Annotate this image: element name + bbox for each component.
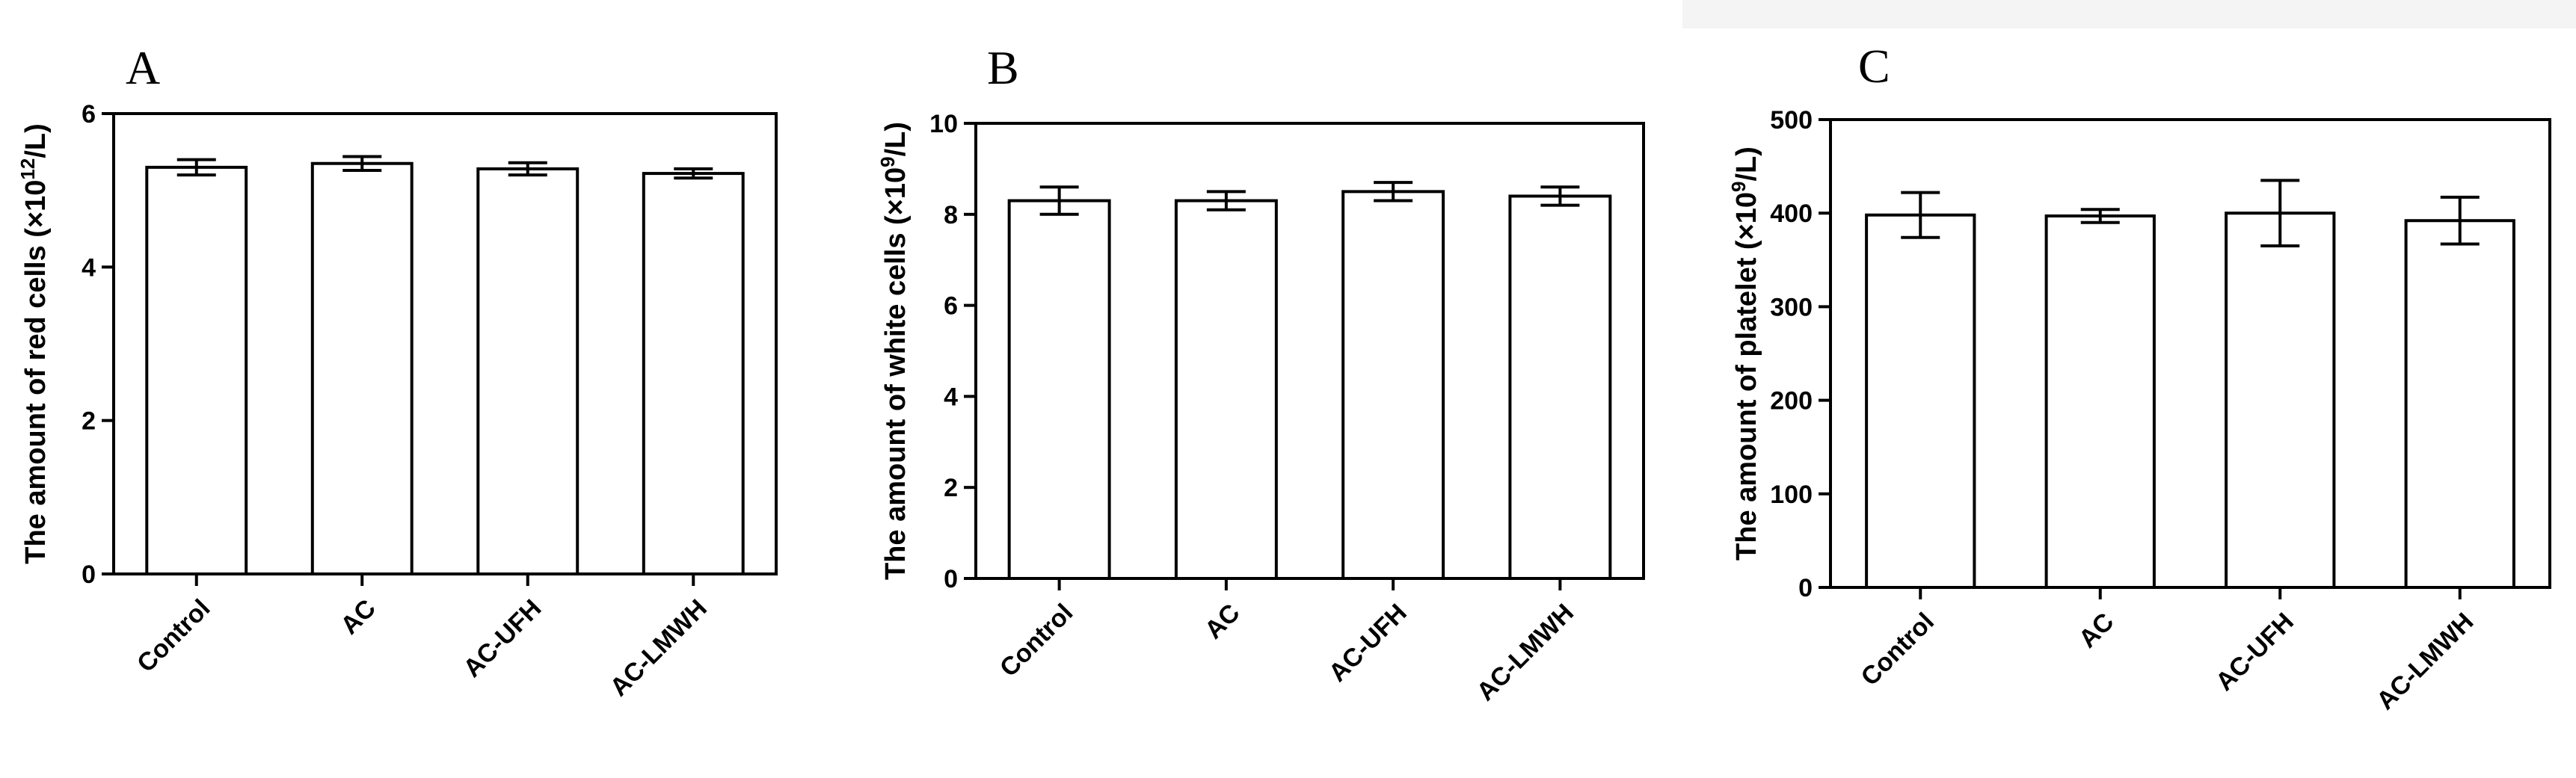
y-tick-label: 200 xyxy=(1770,387,1813,416)
y-tick-label: 8 xyxy=(944,201,958,229)
bar-ac xyxy=(1174,199,1278,580)
y-tick-label: 500 xyxy=(1770,106,1813,135)
x-category-label: Control xyxy=(995,599,1078,682)
y-axis-title-unit: /L) xyxy=(20,123,52,158)
y-tick-label: 10 xyxy=(929,110,958,138)
x-category-label: Control xyxy=(132,594,215,678)
bar-ac-lmwh xyxy=(2404,219,2515,589)
y-axis-title: The amount of red cells (×1012/L) xyxy=(16,123,52,564)
y-axis-title-main: The amount of platelet (×10 xyxy=(1731,192,1762,561)
bar-ac-lmwh xyxy=(642,172,745,575)
x-category-label: AC xyxy=(2074,608,2120,654)
y-axis-title-unit: /L) xyxy=(880,122,912,156)
y-tick-label: 0 xyxy=(944,565,958,593)
x-category-label: AC-UFH xyxy=(2210,608,2299,697)
y-tick-label: 6 xyxy=(944,292,958,321)
top-background-band xyxy=(1682,0,2576,28)
x-category-label: AC-LMWH xyxy=(2371,608,2479,715)
y-axis-title-main: The amount of white cells (×10 xyxy=(880,167,912,580)
x-category-label: AC-LMWH xyxy=(1472,599,1579,706)
bar-control xyxy=(1007,199,1111,580)
chart-panel-b: B 0 2 4 6 8 10 The amount of white cells (×109/… xyxy=(876,41,1645,706)
y-axis-title-superscript: 9 xyxy=(876,156,899,167)
y-tick-label: 0 xyxy=(1798,574,1813,602)
y-axis-title-superscript: 9 xyxy=(1727,181,1750,191)
y-axis-title: The amount of platelet (×109/L) xyxy=(1727,146,1762,561)
y-tick-label: 4 xyxy=(944,383,958,411)
x-category-label: Control xyxy=(1856,608,1940,691)
y-tick-label: 4 xyxy=(82,253,96,282)
y-tick-label: 6 xyxy=(82,100,96,129)
plot-frame xyxy=(974,122,1645,580)
panel-letter: C xyxy=(1858,40,1890,93)
panel-letter: A xyxy=(126,41,160,94)
bar-control xyxy=(1865,213,1976,589)
y-axis-title-main: The amount of red cells (×10 xyxy=(20,180,52,564)
x-category-label: AC xyxy=(1199,599,1246,645)
y-tick-label: 2 xyxy=(82,407,96,436)
bar-ac-lmwh xyxy=(1508,194,1612,580)
y-axis-title: The amount of white cells (×109/L) xyxy=(876,122,912,580)
x-category-label: AC-LMWH xyxy=(605,594,713,702)
y-tick-label: 400 xyxy=(1770,200,1813,228)
bar-ac xyxy=(310,161,414,575)
plot-frame xyxy=(1829,118,2551,589)
panel-letter: B xyxy=(987,41,1019,94)
bar-ac-ufh xyxy=(2225,212,2336,589)
plot-frame xyxy=(112,112,778,575)
x-category-label: AC xyxy=(335,594,381,640)
chart-panel-a: A 0 2 4 6 The amount of red cells (×1012/L) Co… xyxy=(16,41,778,702)
chart-panel-c: C 0 100 200 300 400 500 The amount of platelet … xyxy=(1727,40,2551,715)
x-category-label: AC-UFH xyxy=(1324,599,1413,688)
y-tick-label: 100 xyxy=(1770,481,1813,509)
bar-ac-ufh xyxy=(476,167,580,576)
x-category-label: AC-UFH xyxy=(458,594,547,683)
y-axis-title-unit: /L) xyxy=(1731,146,1762,181)
bar-control xyxy=(145,165,248,576)
y-tick-label: 300 xyxy=(1770,293,1813,321)
bar-ac-ufh xyxy=(1341,190,1445,581)
y-axis-title-superscript: 12 xyxy=(16,158,39,180)
bar-ac xyxy=(2044,214,2156,589)
y-tick-label: 0 xyxy=(82,561,96,589)
y-tick-label: 2 xyxy=(944,474,958,502)
